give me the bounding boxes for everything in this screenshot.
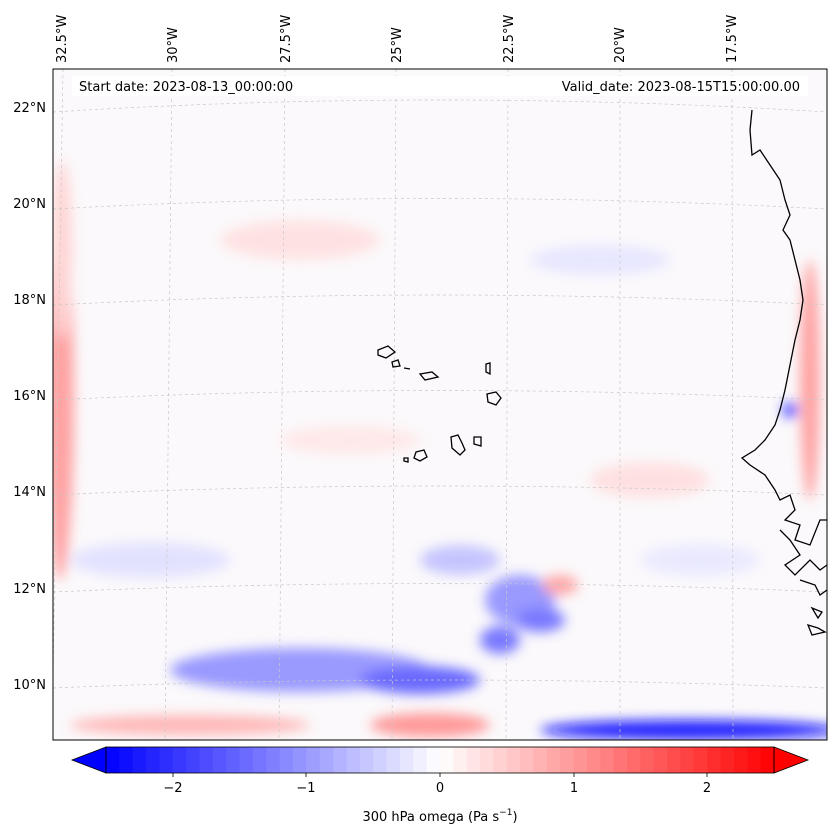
colorbar-step xyxy=(399,747,414,773)
colorbar-step xyxy=(333,747,347,773)
colorbar-step xyxy=(413,747,428,773)
longitude-labels: 32.5°W 30°W 27.5°W 25°W 22.5°W 20°W 17.5… xyxy=(55,15,740,63)
lat-label: 12°N xyxy=(13,582,46,597)
colorbar-tick-label: 0 xyxy=(436,781,444,796)
graticule xyxy=(53,69,827,740)
colorbar-step xyxy=(172,747,187,773)
lat-label: 18°N xyxy=(13,293,46,308)
lat-label: 22°N xyxy=(13,101,46,116)
colorbar-step xyxy=(733,747,748,773)
colorbar-step xyxy=(586,747,601,773)
colorbar-step xyxy=(226,747,241,773)
colorbar-step xyxy=(560,747,575,773)
colorbar-step xyxy=(239,747,254,773)
colorbar-step xyxy=(453,747,468,773)
colorbar-step xyxy=(627,747,641,773)
colorbar-step xyxy=(346,747,361,773)
lon-label: 20°W xyxy=(613,27,628,63)
colorbar-step xyxy=(252,747,267,773)
lat-label: 16°N xyxy=(13,389,46,404)
lon-label: 22.5°W xyxy=(502,15,517,63)
colorbar-extend-min xyxy=(70,746,107,774)
lat-label: 20°N xyxy=(13,197,46,212)
colorbar-step xyxy=(613,747,628,773)
colorbar-step xyxy=(493,747,508,773)
colorbar-step xyxy=(747,747,762,773)
lat-label: 14°N xyxy=(13,485,46,500)
colorbar-ticks xyxy=(172,773,708,777)
colorbar-step xyxy=(573,747,588,773)
colorbar-step xyxy=(680,747,695,773)
colorbar-step xyxy=(480,747,494,773)
lon-label: 30°W xyxy=(166,27,181,63)
colorbar-step xyxy=(306,747,321,773)
colorbar-step xyxy=(760,747,775,773)
colorbar-tick-label: 2 xyxy=(703,781,711,796)
date-header: Start date: 2023-08-13_00:00:00 Valid_da… xyxy=(72,76,808,96)
colorbar-step xyxy=(506,747,521,773)
lon-label: 25°W xyxy=(390,27,405,63)
colorbar-step xyxy=(186,747,201,773)
colorbar-step xyxy=(119,747,134,773)
colorbar-step xyxy=(426,747,441,773)
colorbar-step xyxy=(266,747,281,773)
colorbar-step xyxy=(359,747,374,773)
coastline xyxy=(377,109,827,636)
colorbar-step xyxy=(720,747,735,773)
colorbar-step xyxy=(159,747,174,773)
colorbar-step xyxy=(132,747,147,773)
colorbar-step xyxy=(440,747,454,773)
colorbar-step xyxy=(667,747,681,773)
colorbar-step xyxy=(546,747,561,773)
lon-label: 32.5°W xyxy=(55,15,70,63)
colorbar-step xyxy=(707,747,722,773)
colorbar-step xyxy=(146,747,160,773)
colorbar-tick-label: −2 xyxy=(163,781,182,796)
colorbar-tick-label: 1 xyxy=(570,781,578,796)
lon-label: 17.5°W xyxy=(725,15,740,63)
colorbar-step xyxy=(199,747,214,773)
map-panel xyxy=(52,68,828,741)
colorbar-step xyxy=(386,747,401,773)
colorbar-step xyxy=(466,747,481,773)
colorbar-step xyxy=(293,747,307,773)
valid-date-label: Valid_date: 2023-08-15T15:00:00.00 xyxy=(562,80,800,95)
colorbar-steps xyxy=(106,747,775,773)
colorbar-tick-label: −1 xyxy=(296,781,315,796)
colorbar-step xyxy=(640,747,655,773)
colorbar-step xyxy=(533,747,548,773)
colorbar-step xyxy=(600,747,615,773)
colorbar-step xyxy=(693,747,708,773)
lat-label: 10°N xyxy=(13,678,46,693)
colorbar-step xyxy=(373,747,388,773)
start-date-label: Start date: 2023-08-13_00:00:00 xyxy=(79,80,293,95)
colorbar-step xyxy=(279,747,294,773)
omega-field xyxy=(53,69,827,740)
colorbar-step xyxy=(319,747,334,773)
colorbar-step xyxy=(212,747,227,773)
colorbar-extend-max xyxy=(773,746,810,774)
colorbar-step xyxy=(653,747,668,773)
colorbar-step xyxy=(106,747,120,773)
colorbar-label: 300 hPa omega (Pa s−1) xyxy=(362,808,517,825)
lon-label: 27.5°W xyxy=(279,15,294,63)
colorbar-step xyxy=(520,747,535,773)
colorbar: −2 −1 0 1 2 300 hPa omega (Pa s−1) xyxy=(70,746,810,825)
latitude-labels: 22°N 20°N 18°N 16°N 14°N 12°N 10°N xyxy=(13,101,46,693)
